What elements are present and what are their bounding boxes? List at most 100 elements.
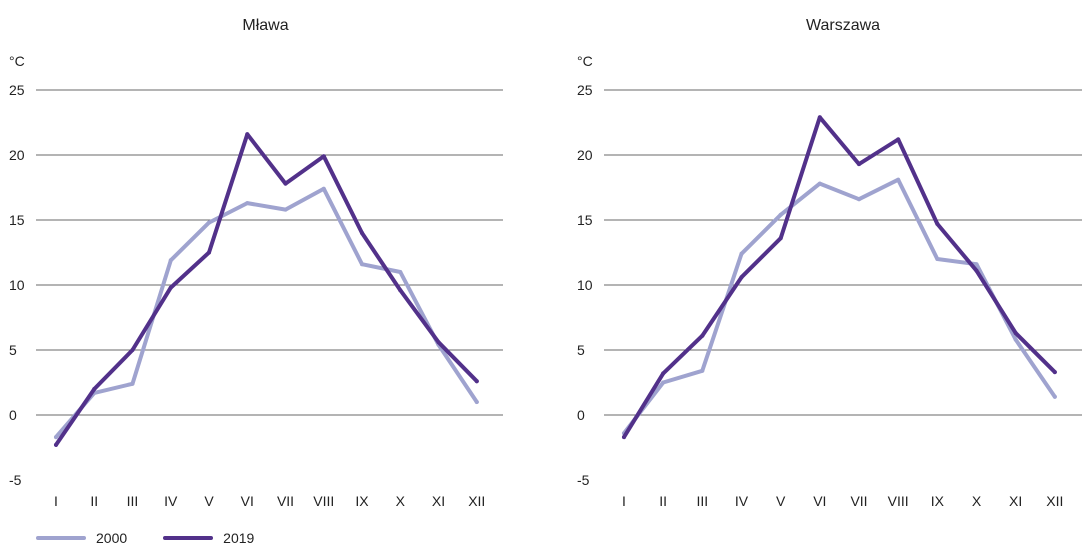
data-point: [896, 177, 901, 182]
data-point: [398, 270, 403, 274]
x-tick-label: VII: [850, 493, 867, 509]
data-point: [474, 379, 479, 384]
data-point: [622, 435, 626, 440]
y-tick-label: -5: [9, 472, 22, 488]
x-tick-label: IV: [164, 493, 178, 509]
data-point: [661, 371, 666, 376]
x-tick-label: I: [622, 493, 626, 509]
x-tick-label: V: [776, 493, 786, 509]
data-point: [974, 268, 979, 273]
y-tick-label: 0: [577, 407, 585, 423]
legend-label-2019: 2019: [223, 530, 255, 546]
data-point: [168, 258, 173, 263]
data-point: [360, 231, 364, 235]
x-tick-label: XII: [468, 493, 485, 509]
data-point: [935, 221, 940, 226]
x-tick-label: IV: [735, 493, 749, 509]
y-tick-label: 25: [9, 82, 25, 98]
data-point: [778, 236, 783, 241]
y-tick-label: 5: [9, 342, 17, 358]
legend-item-2000: 2000: [36, 530, 127, 546]
data-point: [398, 288, 403, 293]
data-point: [661, 380, 666, 385]
data-point: [700, 333, 705, 338]
data-point: [857, 197, 861, 202]
y-tick-label: 10: [577, 277, 593, 293]
x-tick-label: XII: [1046, 493, 1063, 509]
data-point: [130, 381, 135, 386]
data-point: [321, 186, 326, 191]
data-point: [700, 368, 705, 373]
x-tick-label: III: [127, 493, 139, 509]
x-tick-label: V: [204, 493, 214, 509]
y-tick-label: 0: [9, 407, 17, 423]
series-line-2000: [54, 186, 479, 440]
series-line-2000: [622, 177, 1057, 436]
legend: 2000 2019: [36, 530, 290, 546]
legend-swatch-2000: [36, 536, 86, 540]
y-axis-unit: °C: [9, 53, 25, 69]
x-tick-label: IX: [355, 493, 369, 509]
data-point: [857, 162, 861, 167]
x-tick-label: II: [90, 493, 98, 509]
x-tick-label: XI: [432, 493, 445, 509]
series-line-2019: [622, 115, 1057, 440]
x-tick-label: VIII: [313, 493, 334, 509]
x-tick-label: X: [396, 493, 406, 509]
data-point: [360, 262, 364, 267]
data-point: [778, 212, 783, 217]
y-tick-label: 5: [577, 342, 585, 358]
data-point: [817, 181, 822, 186]
y-tick-label: 20: [577, 147, 593, 163]
data-point: [207, 220, 211, 225]
data-point: [474, 400, 479, 404]
data-point: [245, 132, 250, 137]
data-point: [739, 251, 744, 256]
chart-title: Mława: [242, 17, 288, 34]
data-point: [935, 257, 940, 261]
chart-title: Warszawa: [806, 17, 880, 34]
data-point: [1013, 337, 1018, 342]
data-point: [283, 207, 288, 212]
data-point: [1052, 370, 1057, 375]
data-point: [436, 340, 441, 345]
x-tick-label: VII: [277, 493, 294, 509]
data-point: [321, 154, 326, 159]
data-point: [1052, 394, 1057, 399]
y-axis-unit: °C: [577, 53, 593, 69]
data-point: [283, 181, 288, 186]
x-tick-label: IX: [931, 493, 945, 509]
data-point: [54, 435, 58, 440]
data-point: [54, 442, 58, 447]
data-point: [896, 137, 901, 142]
series-line-2019: [54, 132, 479, 447]
data-point: [974, 262, 979, 267]
y-tick-label: 15: [577, 212, 593, 228]
data-point: [207, 250, 211, 255]
x-tick-label: VI: [813, 493, 826, 509]
legend-label-2000: 2000: [96, 530, 128, 546]
data-point: [739, 275, 744, 280]
x-tick-label: I: [54, 493, 58, 509]
data-point: [817, 115, 822, 120]
legend-item-2019: 2019: [163, 530, 254, 546]
data-point: [92, 387, 97, 391]
data-point: [130, 348, 135, 352]
x-tick-label: II: [659, 493, 667, 509]
y-tick-label: 10: [9, 277, 25, 293]
data-point: [245, 201, 250, 206]
x-tick-label: III: [696, 493, 708, 509]
y-tick-label: -5: [577, 472, 590, 488]
y-tick-label: 25: [577, 82, 593, 98]
y-tick-label: 20: [9, 147, 25, 163]
data-point: [168, 285, 173, 290]
x-tick-label: X: [972, 493, 982, 509]
x-tick-label: VI: [241, 493, 254, 509]
x-tick-label: VIII: [888, 493, 909, 509]
y-tick-label: 15: [9, 212, 25, 228]
data-point: [1013, 331, 1018, 336]
x-tick-label: XI: [1009, 493, 1022, 509]
